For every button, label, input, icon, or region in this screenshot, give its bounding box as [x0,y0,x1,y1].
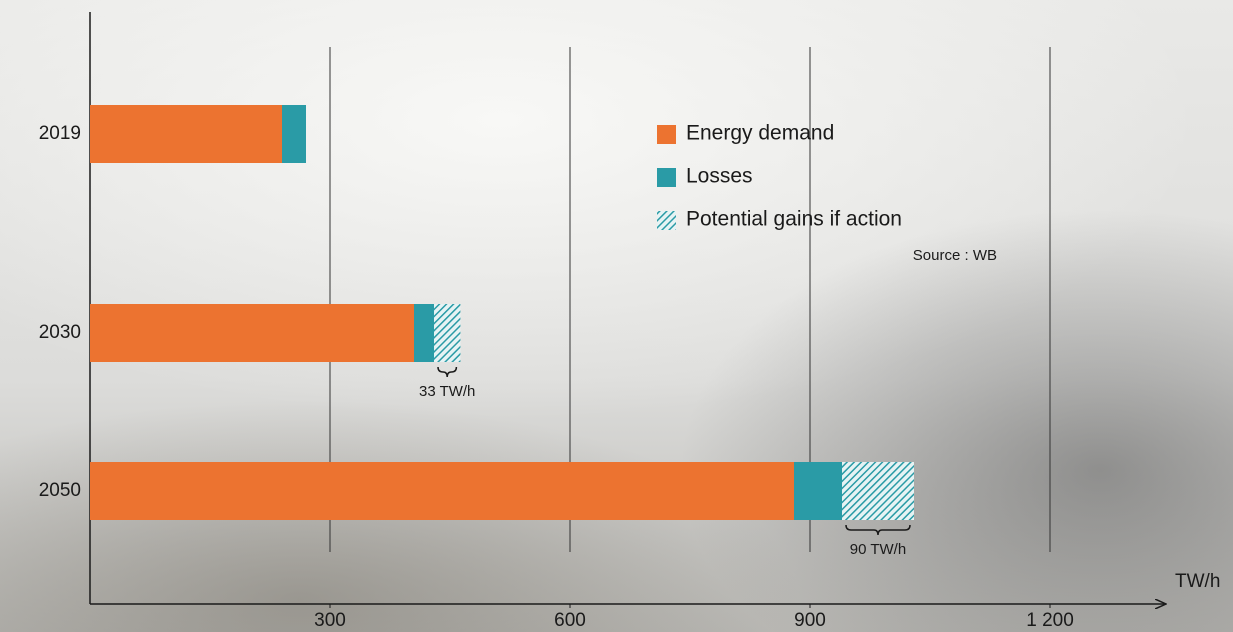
bar-segment [90,105,282,163]
brace [437,366,458,378]
bar-segment [842,462,914,520]
x-tick-label: 300 [314,610,346,631]
legend-swatch [657,211,676,230]
bar-segment [90,304,414,362]
legend-label: Potential gains if action [686,208,902,231]
legend-swatch [657,125,676,144]
bar-segment [434,304,461,362]
legend-swatch [657,168,676,187]
x-axis-label: TW/h [1175,571,1220,592]
bar-segment [90,462,794,520]
x-tick-label: 600 [554,610,586,631]
legend-label: Energy demand [686,122,834,145]
value-label: 33 TW/h [419,383,475,400]
bar-segment [414,304,434,362]
source-note: Source : WB [913,247,997,264]
y-tick-label: 2030 [39,322,81,343]
legend-label: Losses [686,165,753,188]
bar-segment [282,105,306,163]
value-label: 90 TW/h [850,541,906,558]
brace [845,524,911,536]
bar-segment [794,462,842,520]
y-tick-label: 2050 [39,480,81,501]
x-tick-label: 1 200 [1026,610,1074,631]
x-tick-label: 900 [794,610,826,631]
y-tick-label: 2019 [39,123,81,144]
